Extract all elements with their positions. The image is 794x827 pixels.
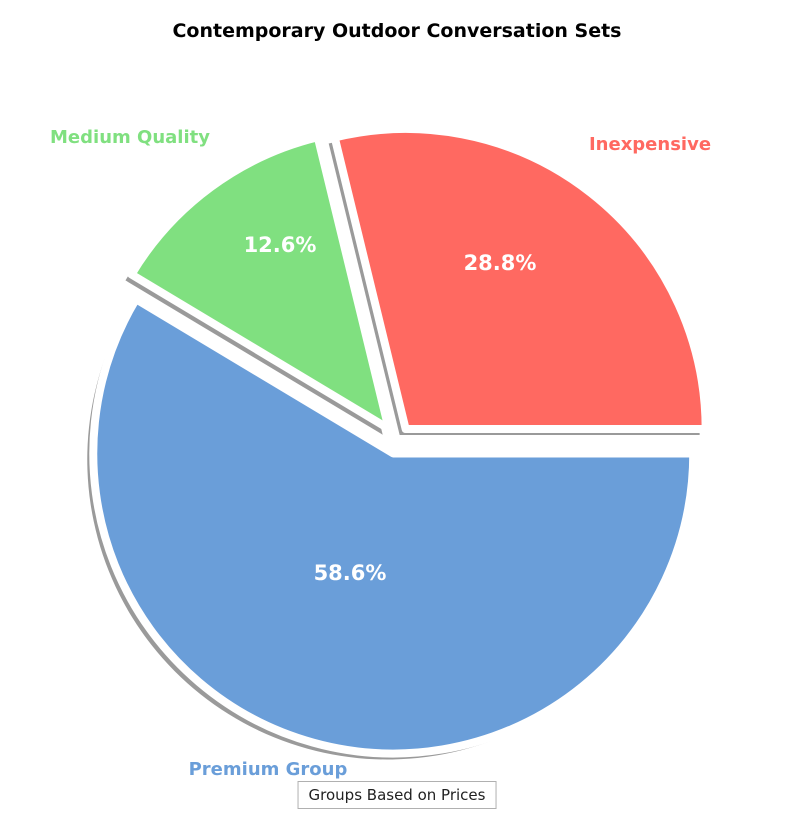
chart-caption: Groups Based on Prices <box>298 781 497 809</box>
pie-outer-label: Medium Quality <box>50 127 210 148</box>
pie-chart-svg: 28.8% 12.6% 58.6% Inexpensive Medium Quality… <box>0 0 794 827</box>
pie-pct-label: 12.6% <box>244 233 317 257</box>
pie-outer-label: Inexpensive <box>589 134 711 155</box>
pie-chart-container: Contemporary Outdoor Conversation Sets 2… <box>0 0 794 827</box>
pie-pct-label: 58.6% <box>314 561 387 585</box>
pie-outer-label: Premium Group <box>189 759 348 780</box>
pie-pct-label: 28.8% <box>464 251 537 275</box>
